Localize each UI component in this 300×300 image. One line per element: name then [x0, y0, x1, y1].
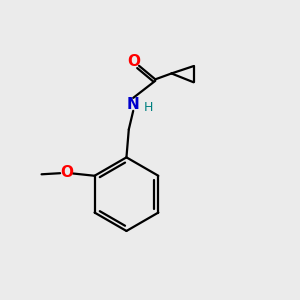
Text: O: O [128, 54, 141, 69]
Text: O: O [60, 165, 73, 180]
Text: N: N [127, 97, 140, 112]
Text: H: H [144, 101, 153, 114]
